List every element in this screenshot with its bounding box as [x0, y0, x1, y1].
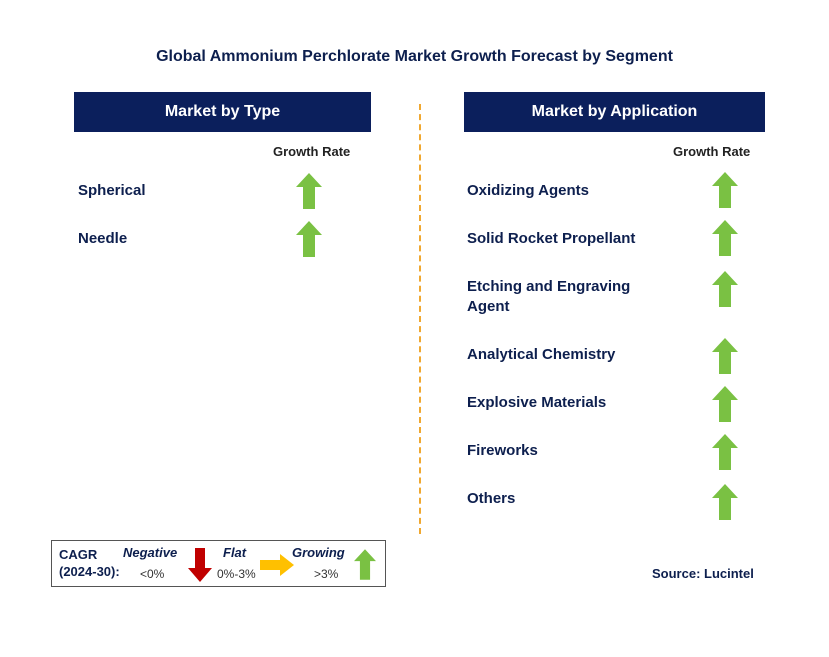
growing-arrow-icon: [296, 173, 322, 209]
application-row-label: Etching and Engraving Agent: [467, 278, 631, 315]
application-row-label: Analytical Chemistry: [467, 346, 616, 363]
growing-label: Growing: [292, 545, 345, 560]
application-row-label: Explosive Materials: [467, 394, 607, 411]
type-panel-header: Market by Type: [74, 92, 371, 132]
growing-arrow-icon: [712, 484, 738, 520]
flat-range: 0%-3%: [217, 567, 256, 581]
application-growth-rate-label: Growth Rate: [673, 144, 751, 159]
flat-label: Flat: [223, 545, 247, 560]
application-panel-header: Market by Application: [464, 92, 765, 132]
growing-arrow-icon: [712, 220, 738, 256]
growing-range: >3%: [314, 567, 339, 581]
cagr-legend: CAGR (2024-30): Negative <0% Flat 0%-3% …: [51, 540, 386, 587]
cagr-line1: CAGR: [59, 547, 98, 562]
negative-label: Negative: [123, 545, 178, 560]
source-label: Source: Lucintel: [652, 566, 754, 581]
type-growth-rate-label: Growth Rate: [273, 144, 351, 159]
growing-arrow-icon: [712, 386, 738, 422]
application-row-label: Fireworks: [467, 442, 538, 459]
application-row-label: Others: [467, 490, 516, 507]
growing-up-arrow-icon: [354, 549, 376, 580]
negative-range: <0%: [140, 567, 165, 581]
panel-divider: [419, 104, 421, 534]
growing-arrow-icon: [296, 221, 322, 257]
chart-title: Global Ammonium Perchlorate Market Growt…: [156, 48, 673, 65]
application-row-label: Solid Rocket Propellant: [467, 230, 636, 247]
cagr-label: CAGR (2024-30):: [59, 546, 120, 580]
type-row-label: Needle: [78, 230, 128, 247]
growing-arrow-icon: [712, 434, 738, 470]
growing-arrow-icon: [712, 172, 738, 208]
flat-right-arrow-icon: [260, 554, 294, 576]
cagr-line2: (2024-30):: [59, 564, 120, 579]
growing-arrow-icon: [712, 271, 738, 307]
growing-arrow-icon: [712, 338, 738, 374]
application-row-label: Oxidizing Agents: [467, 182, 589, 199]
negative-down-arrow-icon: [188, 548, 212, 582]
type-row-label: Spherical: [78, 182, 146, 199]
